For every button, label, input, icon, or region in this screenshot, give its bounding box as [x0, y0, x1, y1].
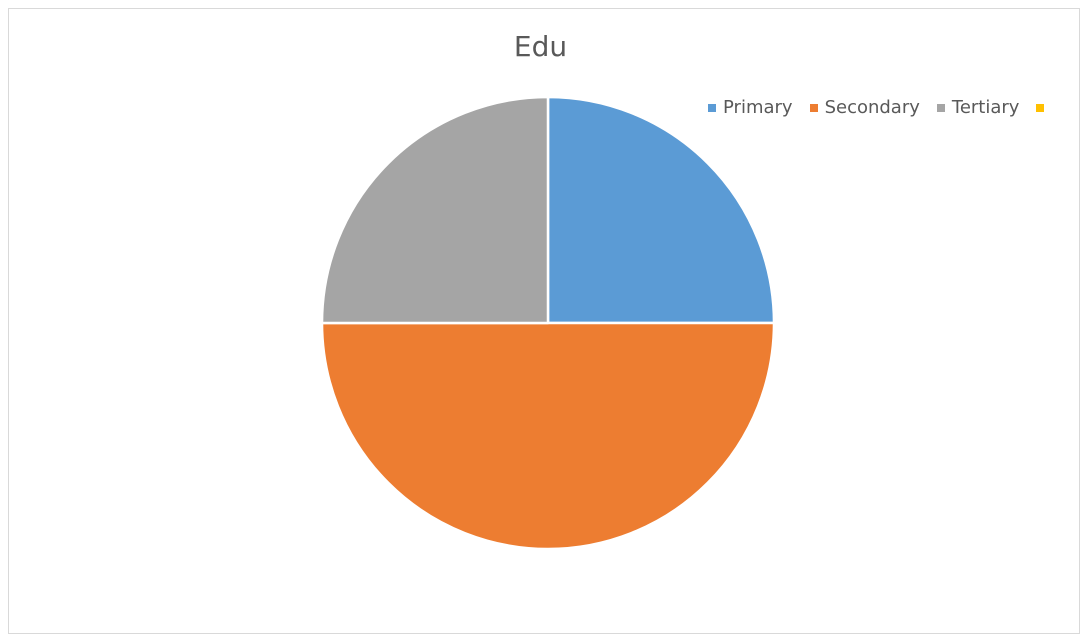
legend-item-secondary: Secondary: [809, 97, 920, 118]
legend-label: Primary: [723, 97, 793, 118]
chart-title: Edu: [513, 30, 568, 63]
legend-swatch: [936, 103, 945, 112]
legend: Primary Secondary Tertiary: [708, 97, 1068, 118]
legend-label: Tertiary: [951, 97, 1020, 118]
pie-slice-secondary: [320, 321, 776, 551]
legend-swatch: [809, 103, 818, 112]
pie-slice-tertiary: [320, 95, 550, 325]
legend-label: Secondary: [824, 97, 920, 118]
pie-slice-primary: [546, 95, 776, 325]
legend-item-primary: Primary: [708, 97, 793, 118]
legend-swatch: [1036, 103, 1045, 112]
legend-item-tertiary: Tertiary: [936, 97, 1020, 118]
legend-swatch: [708, 103, 716, 112]
legend-item-series-4: [1036, 103, 1051, 112]
